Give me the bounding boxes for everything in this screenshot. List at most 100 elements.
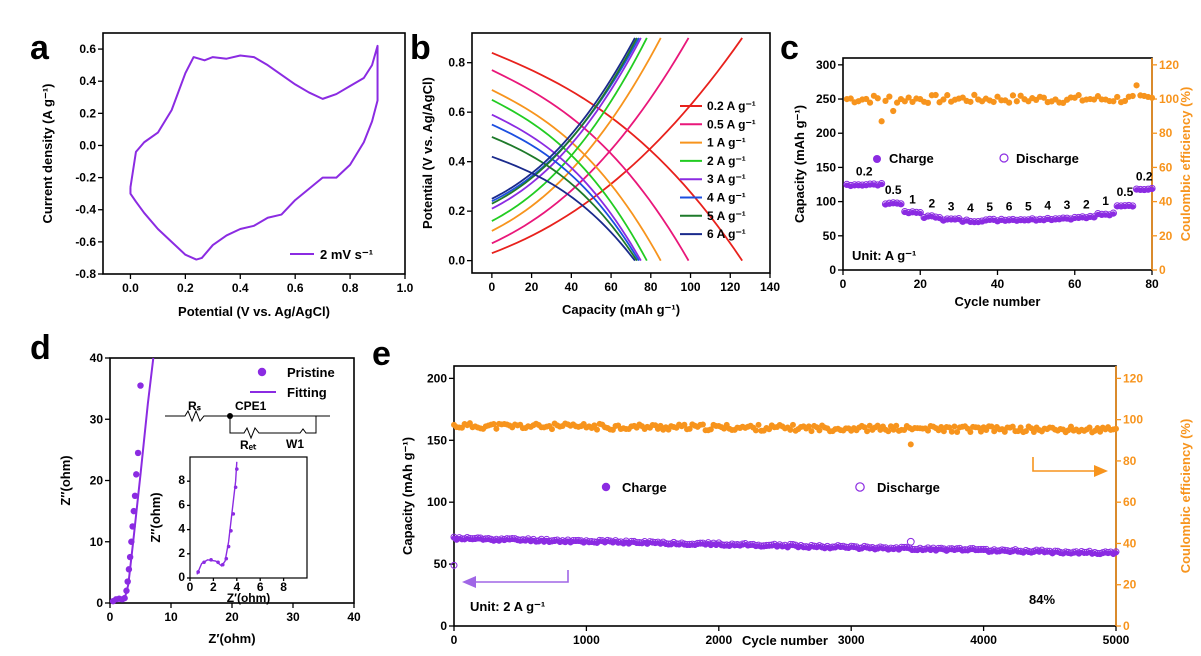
c-rate-label-3: 2 bbox=[928, 197, 935, 211]
c-charge-point bbox=[1014, 218, 1020, 224]
d-legend-pristine-marker bbox=[257, 367, 267, 377]
c-charge-point bbox=[1033, 218, 1039, 224]
c-efficiency-point bbox=[967, 98, 974, 105]
d-pristine-point bbox=[129, 523, 136, 530]
d-inset-y-label: Z″(ohm) bbox=[148, 492, 163, 542]
e-xtick-label: 2000 bbox=[705, 633, 732, 647]
d-circuit-rct-label: Rₑₜ bbox=[240, 438, 257, 452]
c-rate-label-10: 3 bbox=[1064, 198, 1071, 212]
d-circuit-rs-label: Rₛ bbox=[188, 399, 202, 413]
a-xtick-label: 0.0 bbox=[122, 281, 139, 295]
e-y2tick-label: 120 bbox=[1123, 371, 1143, 385]
a-ytick-label: 0.6 bbox=[79, 42, 96, 56]
c-efficiency-point bbox=[944, 92, 951, 99]
d-inset-point bbox=[224, 556, 229, 561]
panel-a: 0.0 0.2 0.4 0.6 0.8 1.0 -0.8 -0.6 -0.4 -0.2 0.0 0.2… bbox=[40, 32, 414, 319]
e-efficiency-point bbox=[988, 423, 995, 430]
e-arrow-capacity-line bbox=[474, 570, 569, 583]
d-inset-ytick-label: 0 bbox=[178, 570, 185, 584]
d-xtick-label: 40 bbox=[347, 610, 361, 624]
b-frame bbox=[471, 32, 771, 274]
panel-c: 0 20 40 60 800501001502002503000204060801001… bbox=[792, 57, 1193, 309]
d-inset-point bbox=[233, 485, 238, 490]
b-ytick-label: 0.8 bbox=[448, 56, 465, 70]
d-pristine-point bbox=[123, 587, 130, 594]
c-efficiency-point bbox=[971, 91, 978, 98]
c-rate-label-6: 5 bbox=[986, 200, 993, 214]
e-y2tick-label: 40 bbox=[1123, 536, 1137, 550]
b-ytick-label: 0.2 bbox=[448, 204, 465, 218]
c-ytick-label: 50 bbox=[823, 229, 837, 243]
d-circuit-cpe-label: CPE1 bbox=[235, 399, 267, 413]
b-series-discharge-3 bbox=[491, 99, 648, 262]
e-legend-charge-label: Charge bbox=[622, 480, 667, 495]
e-efficiency-point bbox=[787, 426, 794, 433]
e-efficiency-point bbox=[752, 427, 759, 434]
d-pristine-point bbox=[137, 382, 144, 389]
e-efficiency-point bbox=[977, 428, 984, 435]
c-charge-point bbox=[1145, 187, 1151, 193]
b-series-discharge-6 bbox=[491, 136, 638, 262]
c-efficiency-point bbox=[1110, 98, 1117, 105]
c-efficiency-point bbox=[847, 95, 854, 102]
c-rate-label-2: 1 bbox=[909, 193, 916, 207]
b-ytick-label: 0.0 bbox=[448, 254, 465, 268]
c-efficiency-point bbox=[1040, 94, 1047, 101]
c-ytick-label: 300 bbox=[816, 58, 836, 72]
panel-label-c: c bbox=[780, 29, 799, 67]
e-efficiency-point bbox=[938, 423, 945, 430]
e-y2-axis-label: Coulombic efficiency (%) bbox=[1178, 419, 1193, 574]
d-inset-xtick-label: 2 bbox=[210, 580, 217, 594]
e-efficiency-point bbox=[946, 424, 953, 431]
b-xtick-label: 80 bbox=[644, 280, 658, 294]
e-efficiency-point bbox=[1009, 423, 1016, 430]
b-xtick-label: 60 bbox=[604, 280, 618, 294]
c-unit-note: Unit: A g⁻¹ bbox=[852, 248, 916, 263]
b-series-charge-4 bbox=[491, 37, 642, 210]
d-ytick-label: 20 bbox=[90, 474, 104, 488]
c-rate-label-4: 3 bbox=[948, 199, 955, 213]
c-y2tick-label: 0 bbox=[1159, 263, 1166, 277]
c-charge-point bbox=[1076, 215, 1082, 221]
d-legend-fitting-label: Fitting bbox=[287, 385, 327, 400]
e-capacity-outlier bbox=[906, 537, 915, 546]
c-efficiency-point bbox=[882, 97, 889, 104]
e-xtick-label: 4000 bbox=[970, 633, 997, 647]
c-charge-point bbox=[879, 181, 885, 187]
b-series-discharge-1 bbox=[491, 69, 690, 262]
c-efficiency-point bbox=[1009, 92, 1017, 99]
d-inset-frame bbox=[189, 456, 308, 579]
c-rate-label-7: 6 bbox=[1006, 199, 1013, 213]
panel-label-e: e bbox=[372, 335, 391, 373]
b-series-discharge-5 bbox=[491, 123, 640, 262]
d-pristine-point bbox=[125, 566, 133, 573]
d-inset-point bbox=[226, 544, 231, 549]
c-rate-label-1: 0.5 bbox=[885, 183, 902, 197]
c-charge-point bbox=[1091, 214, 1097, 221]
e-first-discharge-point bbox=[450, 561, 458, 569]
b-series-charge-0 bbox=[491, 37, 743, 255]
a-xtick-label: 1.0 bbox=[397, 281, 414, 295]
e-legend-discharge-marker bbox=[855, 482, 865, 492]
b-xtick-label: 20 bbox=[525, 280, 539, 294]
c-rate-label-0: 0.2 bbox=[856, 165, 873, 179]
c-y2tick-label: 100 bbox=[1159, 92, 1179, 106]
e-y2tick-label: 80 bbox=[1123, 454, 1137, 468]
e-efficiency-outlier bbox=[907, 441, 914, 448]
c-ytick-label: 0 bbox=[829, 263, 836, 277]
a-series-cv-curve bbox=[129, 44, 379, 261]
c-efficiency-point bbox=[878, 118, 885, 125]
b-y-axis-label: Potential (V vs. Ag/AgCl) bbox=[420, 77, 435, 229]
a-xtick-label: 0.8 bbox=[342, 281, 359, 295]
d-circuit-w1-label: W1 bbox=[286, 437, 304, 451]
c-efficiency-point bbox=[1133, 82, 1140, 89]
b-xtick-label: 40 bbox=[565, 280, 579, 294]
a-frame bbox=[102, 32, 406, 275]
b-legend-label-1: 0.5 A g⁻¹ bbox=[707, 117, 756, 131]
b-xtick-label: 140 bbox=[760, 280, 780, 294]
c-ytick-label: 250 bbox=[816, 92, 836, 106]
d-inset-point bbox=[202, 560, 206, 565]
b-xtick-label: 0 bbox=[489, 280, 496, 294]
d-pristine-point bbox=[134, 449, 142, 457]
c-rate-label-9: 4 bbox=[1044, 199, 1051, 213]
